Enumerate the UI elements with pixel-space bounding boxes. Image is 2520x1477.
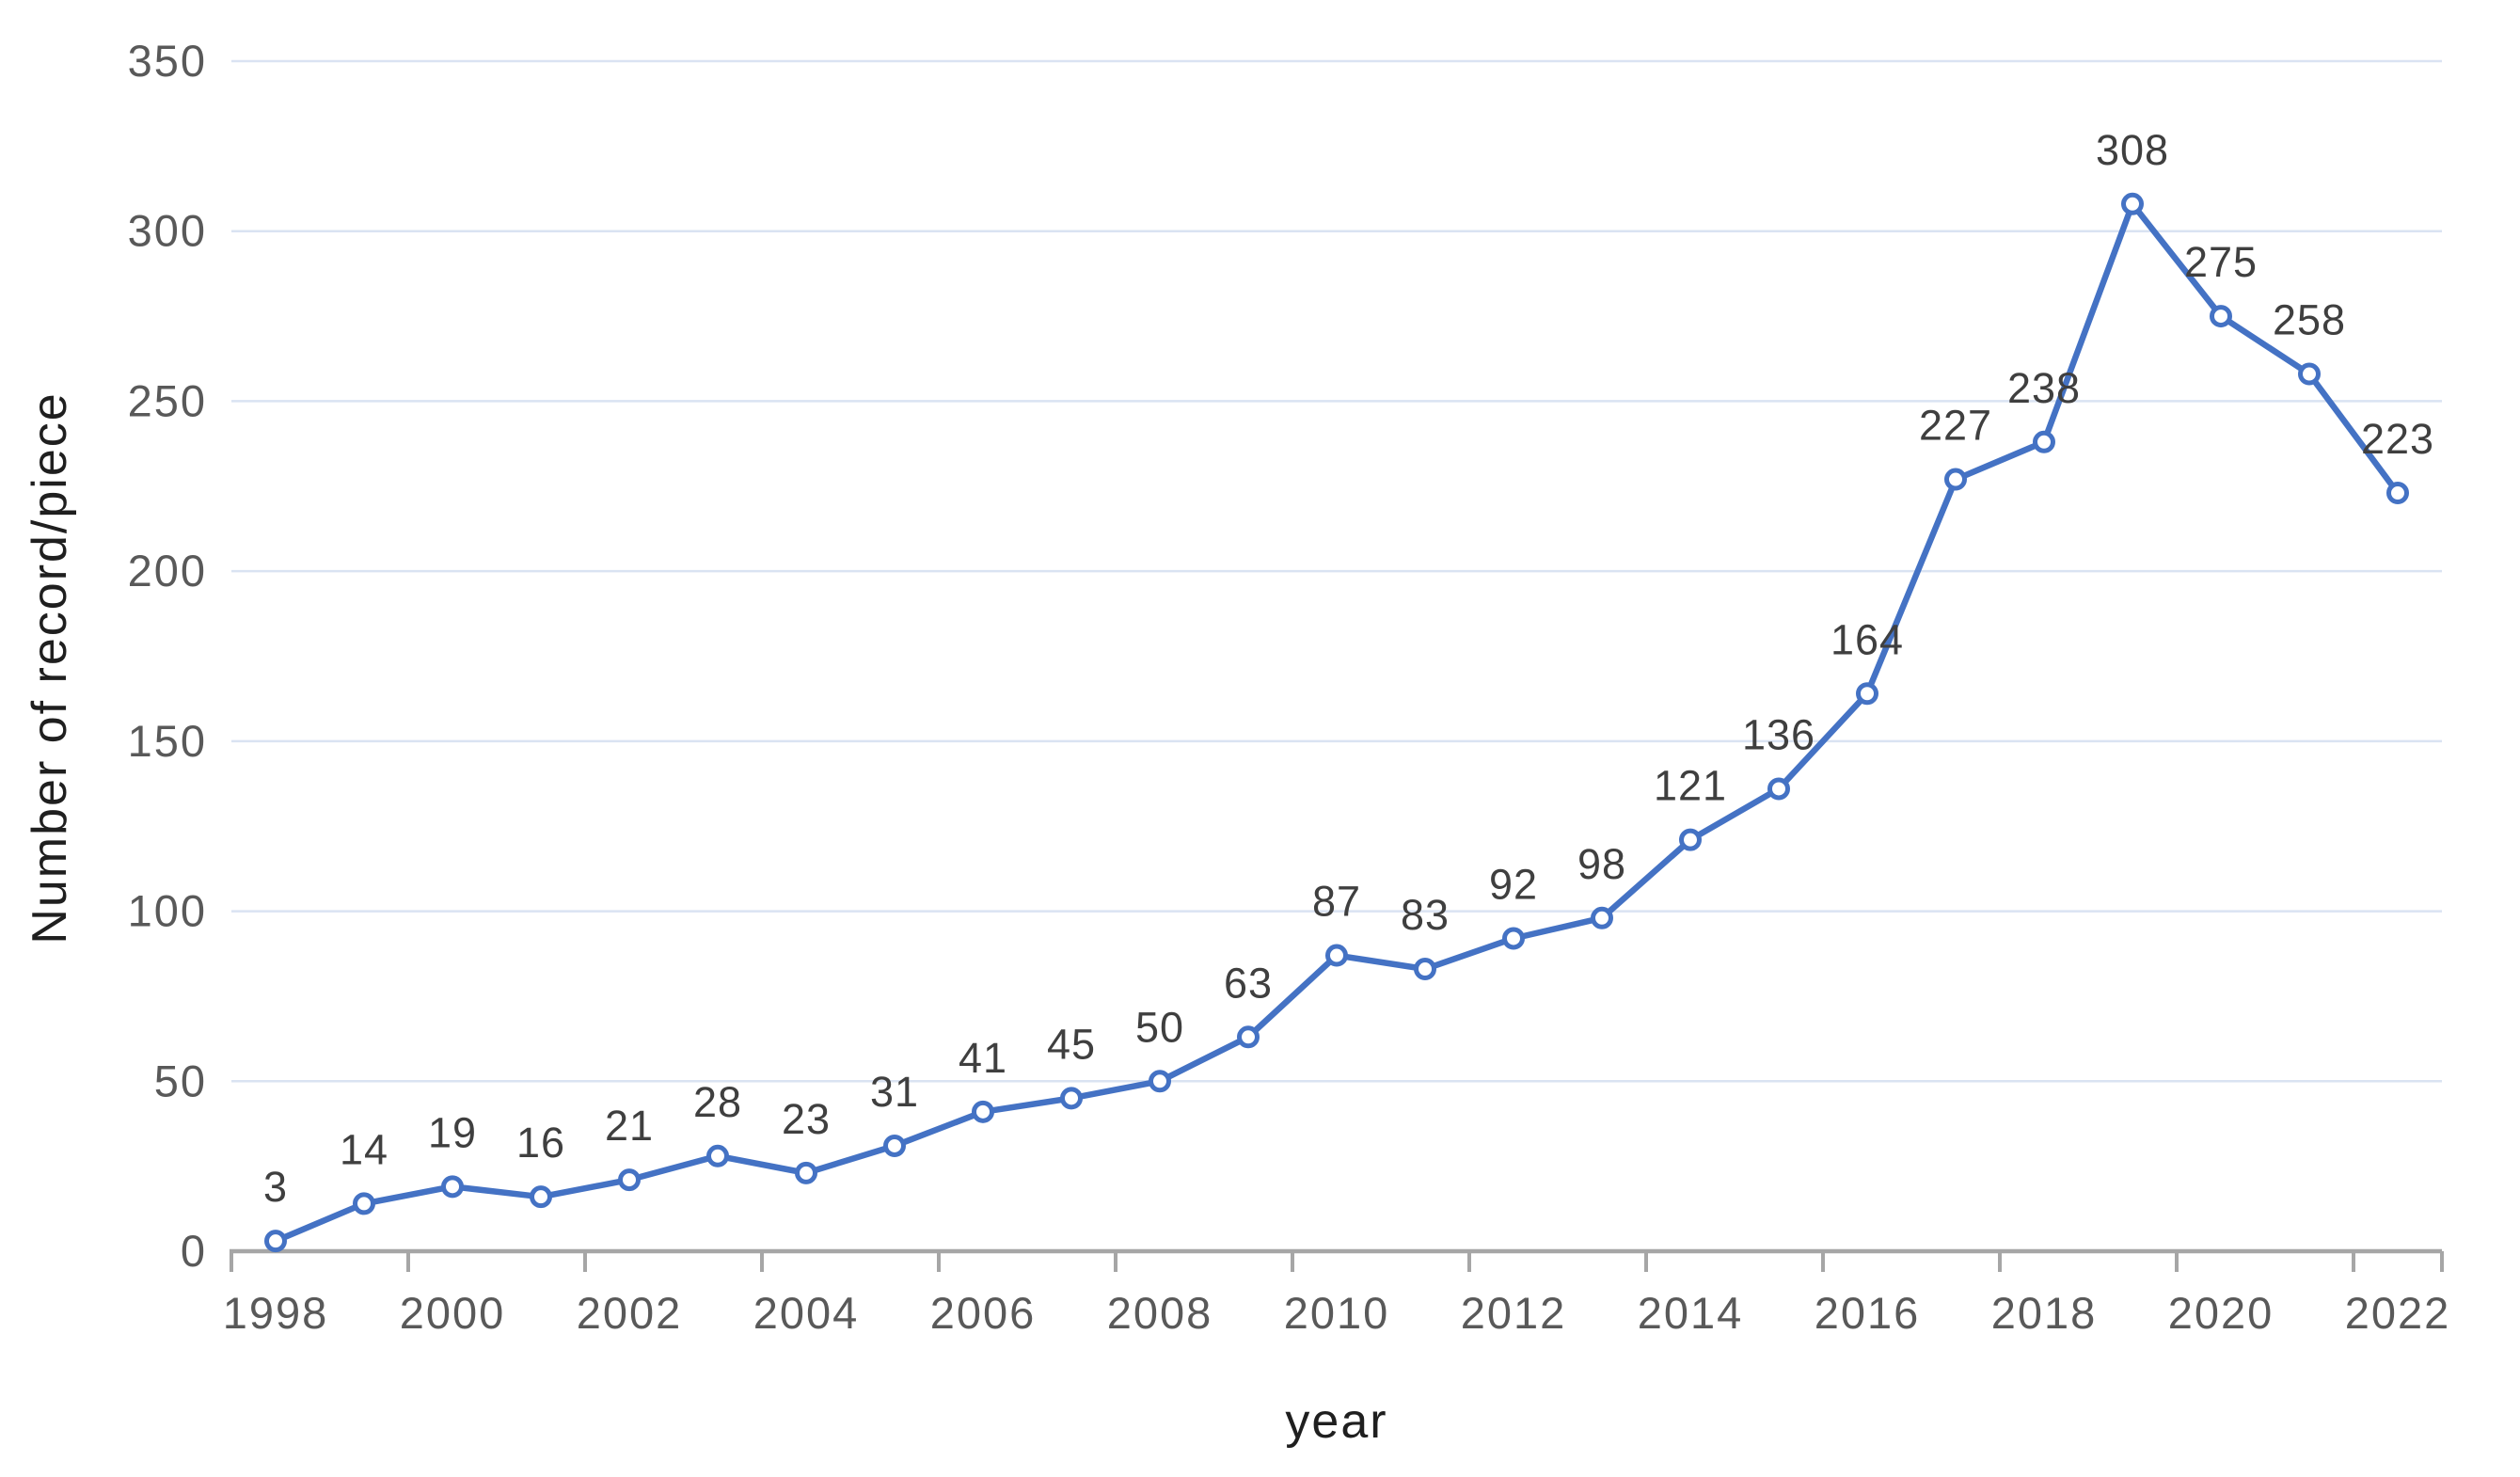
data-point-marker <box>2210 305 2232 328</box>
data-label: 45 <box>1047 1020 1096 1068</box>
data-label: 21 <box>605 1102 654 1150</box>
x-tick-label: 2008 <box>1107 1288 1213 1338</box>
x-tick-label: 1998 <box>223 1288 329 1338</box>
data-label: 28 <box>693 1078 742 1126</box>
data-point-marker <box>2033 430 2055 453</box>
data-point-marker <box>1325 944 1348 967</box>
y-tick-label: 0 <box>181 1226 207 1276</box>
x-tick-label: 2004 <box>753 1288 860 1338</box>
data-label: 308 <box>2096 126 2169 174</box>
data-point-marker <box>2386 482 2409 505</box>
y-tick-label: 150 <box>128 716 207 766</box>
x-tick-label: 2020 <box>2168 1288 2274 1338</box>
data-labels-layer: 3 14 19 16 21 28 23 31 41 45 50 63 87 83 92 98 121 136 164… <box>263 126 2434 1211</box>
data-point-marker <box>264 1230 287 1253</box>
x-tick-label: 2022 <box>2345 1288 2451 1338</box>
y-tick-label: 100 <box>128 886 207 936</box>
data-label: 227 <box>1919 402 1992 450</box>
axes-layer <box>230 1248 2444 1272</box>
x-axis-title: year <box>1285 1394 1387 1449</box>
data-label: 223 <box>2361 415 2434 463</box>
data-point-marker <box>1149 1070 1171 1093</box>
data-point-marker <box>1237 1025 1260 1049</box>
x-tick-label: 2010 <box>1284 1288 1390 1338</box>
data-label: 23 <box>782 1095 831 1143</box>
x-tick-label: 2002 <box>577 1288 683 1338</box>
y-tick-label: 350 <box>128 36 207 86</box>
data-point-marker <box>1767 777 1790 801</box>
data-label: 136 <box>1742 710 1815 758</box>
y-tick-label: 200 <box>128 546 207 596</box>
data-label: 258 <box>2273 296 2346 344</box>
data-label: 121 <box>1654 762 1727 810</box>
data-point-marker <box>1944 468 1967 491</box>
data-label: 83 <box>1401 891 1450 939</box>
data-label: 16 <box>516 1119 565 1167</box>
data-point-marker <box>618 1168 641 1192</box>
data-point-marker <box>883 1134 906 1157</box>
data-point-marker <box>795 1161 817 1184</box>
data-point-marker <box>441 1175 464 1199</box>
data-point-marker <box>530 1185 552 1209</box>
y-tick-label: 300 <box>128 206 207 256</box>
y-tick-label: 250 <box>128 375 207 425</box>
data-label: 87 <box>1312 878 1361 926</box>
data-point-marker <box>972 1100 994 1123</box>
data-label: 31 <box>870 1068 919 1116</box>
x-tick-label: 2016 <box>1815 1288 1921 1338</box>
data-label: 41 <box>959 1034 1007 1082</box>
data-label: 275 <box>2184 238 2258 286</box>
y-axis-title: Number of record/piece <box>23 391 77 944</box>
data-label: 92 <box>1489 860 1538 908</box>
x-tick-label: 2000 <box>400 1288 506 1338</box>
x-tick-label: 2012 <box>1461 1288 1567 1338</box>
data-point-marker <box>1414 958 1436 981</box>
data-label: 238 <box>2007 364 2081 412</box>
data-point-marker <box>1591 906 1613 929</box>
series-line <box>272 200 2401 1245</box>
gridlines-layer <box>231 59 2442 1083</box>
data-point-marker <box>2121 192 2144 215</box>
data-point-marker <box>1679 828 1702 851</box>
data-point-marker <box>353 1192 375 1215</box>
x-tick-label: 2014 <box>1638 1288 1744 1338</box>
y-tick-label: 50 <box>154 1056 207 1105</box>
data-label: 63 <box>1224 959 1273 1007</box>
data-label: 98 <box>1577 840 1626 888</box>
data-point-marker <box>1502 927 1525 950</box>
data-point-marker <box>1060 1087 1083 1110</box>
data-point-marker <box>2298 362 2321 386</box>
data-label: 14 <box>340 1125 388 1173</box>
data-label: 50 <box>1135 1003 1184 1051</box>
data-point-marker <box>706 1144 729 1167</box>
data-label: 164 <box>1831 615 1904 663</box>
x-tick-label: 2018 <box>1991 1288 2098 1338</box>
data-label: 3 <box>263 1163 288 1211</box>
data-point-marker <box>1856 682 1878 706</box>
data-series-layer <box>264 192 2409 1253</box>
x-tick-label: 2006 <box>930 1288 1037 1338</box>
data-label: 19 <box>428 1108 477 1156</box>
